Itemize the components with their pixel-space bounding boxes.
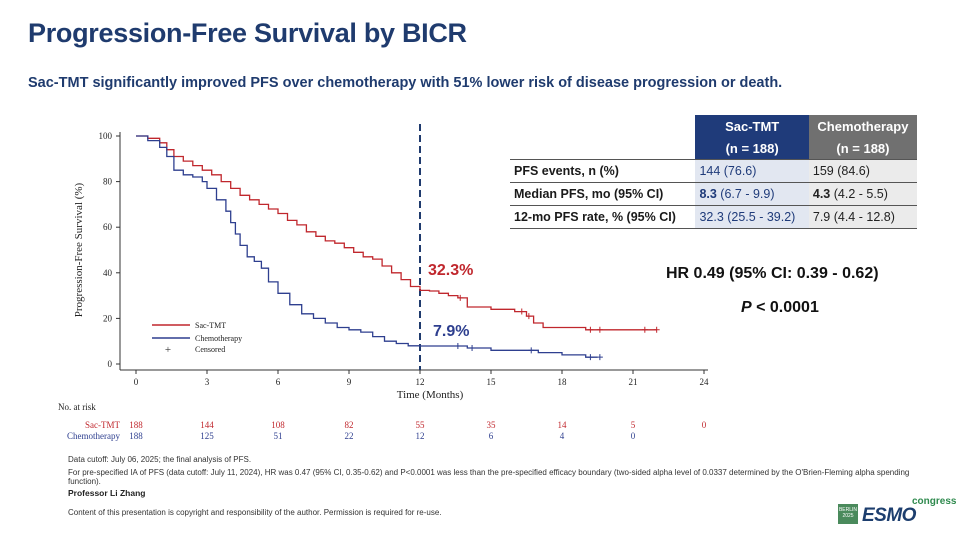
berlin-badge: BERLIN 2025	[838, 504, 858, 524]
y-tick-label: 80	[103, 177, 113, 187]
at-risk-value-chemotherapy: 6	[489, 431, 494, 441]
table-row: PFS events, n (%) 144 (76.6) 159 (84.6)	[510, 159, 917, 183]
censor-mark-chemotherapy	[469, 345, 476, 352]
copyright-notice: Content of this presentation is copyrigh…	[68, 508, 442, 517]
x-axis-label: Time (Months)	[397, 389, 464, 401]
at-risk-value-sac-tmt: 82	[345, 420, 354, 430]
at-risk-value-chemotherapy: 125	[200, 431, 214, 441]
table-corner	[510, 115, 695, 137]
row-label: 12-mo PFS rate, % (95% CI)	[510, 205, 696, 229]
footnote-interim: For pre-specified IA of PFS (data cutoff…	[68, 468, 910, 486]
table-row: Median PFS, mo (95% CI) 8.3 (6.7 - 9.9) …	[510, 182, 917, 206]
censor-mark-chemotherapy	[587, 354, 594, 361]
header-chemotherapy: Chemotherapy	[808, 115, 917, 137]
footnote-cutoff: Data cutoff: July 06, 2025; the final an…	[68, 455, 252, 464]
table-row: 12-mo PFS rate, % (95% CI) 32.3 (25.5 - …	[510, 205, 917, 229]
at-risk-value-sac-tmt: 0	[702, 420, 707, 430]
censor-mark-sac-tmt	[587, 326, 594, 333]
at-risk-value-chemotherapy: 51	[274, 431, 283, 441]
at-risk-value-chemotherapy: 0	[631, 431, 636, 441]
at-risk-label-chemotherapy: Chemotherapy	[67, 431, 120, 441]
legend-censored-symbol: +	[165, 344, 171, 356]
pfs-summary-table: Sac-TMT Chemotherapy (n = 188) (n = 188)…	[510, 115, 917, 229]
y-tick-label: 40	[103, 268, 113, 278]
chemo-cell: 159 (84.6)	[808, 159, 917, 183]
x-tick-label: 21	[629, 377, 638, 387]
sac-cell: 32.3 (25.5 - 39.2)	[695, 205, 809, 229]
y-tick-label: 60	[103, 222, 113, 232]
at-risk-value-sac-tmt: 5	[631, 420, 636, 430]
row-label: Median PFS, mo (95% CI)	[510, 182, 696, 206]
annotation-chemotherapy-12mo: 7.9%	[433, 323, 469, 340]
presenter-name: Professor Li Zhang	[68, 488, 146, 498]
at-risk-value-sac-tmt: 188	[129, 420, 143, 430]
p-value: P < 0.0001	[741, 299, 819, 316]
x-tick-label: 12	[416, 377, 425, 387]
header-sac-tmt-n: (n = 188)	[695, 137, 809, 160]
at-risk-value-chemotherapy: 188	[129, 431, 143, 441]
censor-mark-chemotherapy	[454, 342, 461, 349]
legend-label-sac-tmt: Sac-TMT	[195, 321, 226, 330]
x-tick-label: 6	[276, 377, 281, 387]
x-tick-label: 18	[558, 377, 568, 387]
at-risk-label-sac-tmt: Sac-TMT	[85, 420, 120, 430]
x-tick-label: 3	[205, 377, 210, 387]
y-tick-label: 20	[103, 313, 113, 323]
y-tick-label: 100	[99, 131, 113, 141]
row-label: PFS events, n (%)	[510, 159, 696, 183]
slide-subtitle: Sac-TMT significantly improved PFS over …	[28, 75, 783, 91]
at-risk-value-sac-tmt: 108	[271, 420, 285, 430]
at-risk-value-sac-tmt: 55	[416, 420, 426, 430]
x-tick-label: 0	[134, 377, 139, 387]
congress-label: congress	[912, 496, 957, 507]
x-tick-label: 24	[700, 377, 710, 387]
at-risk-value-chemotherapy: 4	[560, 431, 565, 441]
at-risk-value-chemotherapy: 22	[345, 431, 354, 441]
sac-cell: 8.3 (6.7 - 9.9)	[695, 182, 809, 206]
at-risk-title: No. at risk	[58, 402, 96, 412]
header-sac-tmt: Sac-TMT	[695, 115, 809, 137]
x-tick-label: 15	[487, 377, 497, 387]
censor-mark-sac-tmt	[653, 326, 660, 333]
at-risk-value-chemotherapy: 12	[416, 431, 425, 441]
slide-title: Progression-Free Survival by BICR	[28, 18, 467, 48]
esmo-wordmark: ESMO	[862, 505, 916, 526]
hazard-ratio: HR 0.49 (95% CI: 0.39 - 0.62)	[666, 265, 879, 282]
series-line-sac-tmt	[136, 135, 657, 331]
sac-cell: 144 (76.6)	[695, 159, 809, 183]
legend-label-censored: Censored	[195, 345, 225, 354]
y-tick-label: 0	[108, 359, 113, 369]
censor-mark-sac-tmt	[518, 308, 525, 315]
censor-mark-sac-tmt	[525, 313, 532, 320]
censor-mark-chemotherapy	[596, 354, 603, 361]
table-corner-2	[510, 137, 695, 160]
chemo-cell: 4.3 (4.2 - 5.5)	[808, 182, 917, 206]
censor-mark-sac-tmt	[641, 326, 648, 333]
at-risk-value-sac-tmt: 144	[200, 420, 214, 430]
at-risk-value-sac-tmt: 14	[558, 420, 568, 430]
censor-mark-chemotherapy	[528, 347, 535, 354]
legend-label-chemotherapy: Chemotherapy	[195, 334, 242, 343]
y-axis-label: Progression-Free Survival (%)	[73, 182, 85, 317]
header-chemotherapy-n: (n = 188)	[808, 137, 917, 160]
esmo-logo: BERLIN 2025 ESMO congress	[838, 496, 957, 531]
censor-mark-sac-tmt	[457, 294, 464, 301]
annotation-sac-tmt-12mo: 32.3%	[428, 262, 473, 279]
chemo-cell: 7.9 (4.4 - 12.8)	[808, 205, 917, 229]
censor-mark-sac-tmt	[596, 326, 603, 333]
at-risk-value-sac-tmt: 35	[487, 420, 497, 430]
x-tick-label: 9	[347, 377, 352, 387]
